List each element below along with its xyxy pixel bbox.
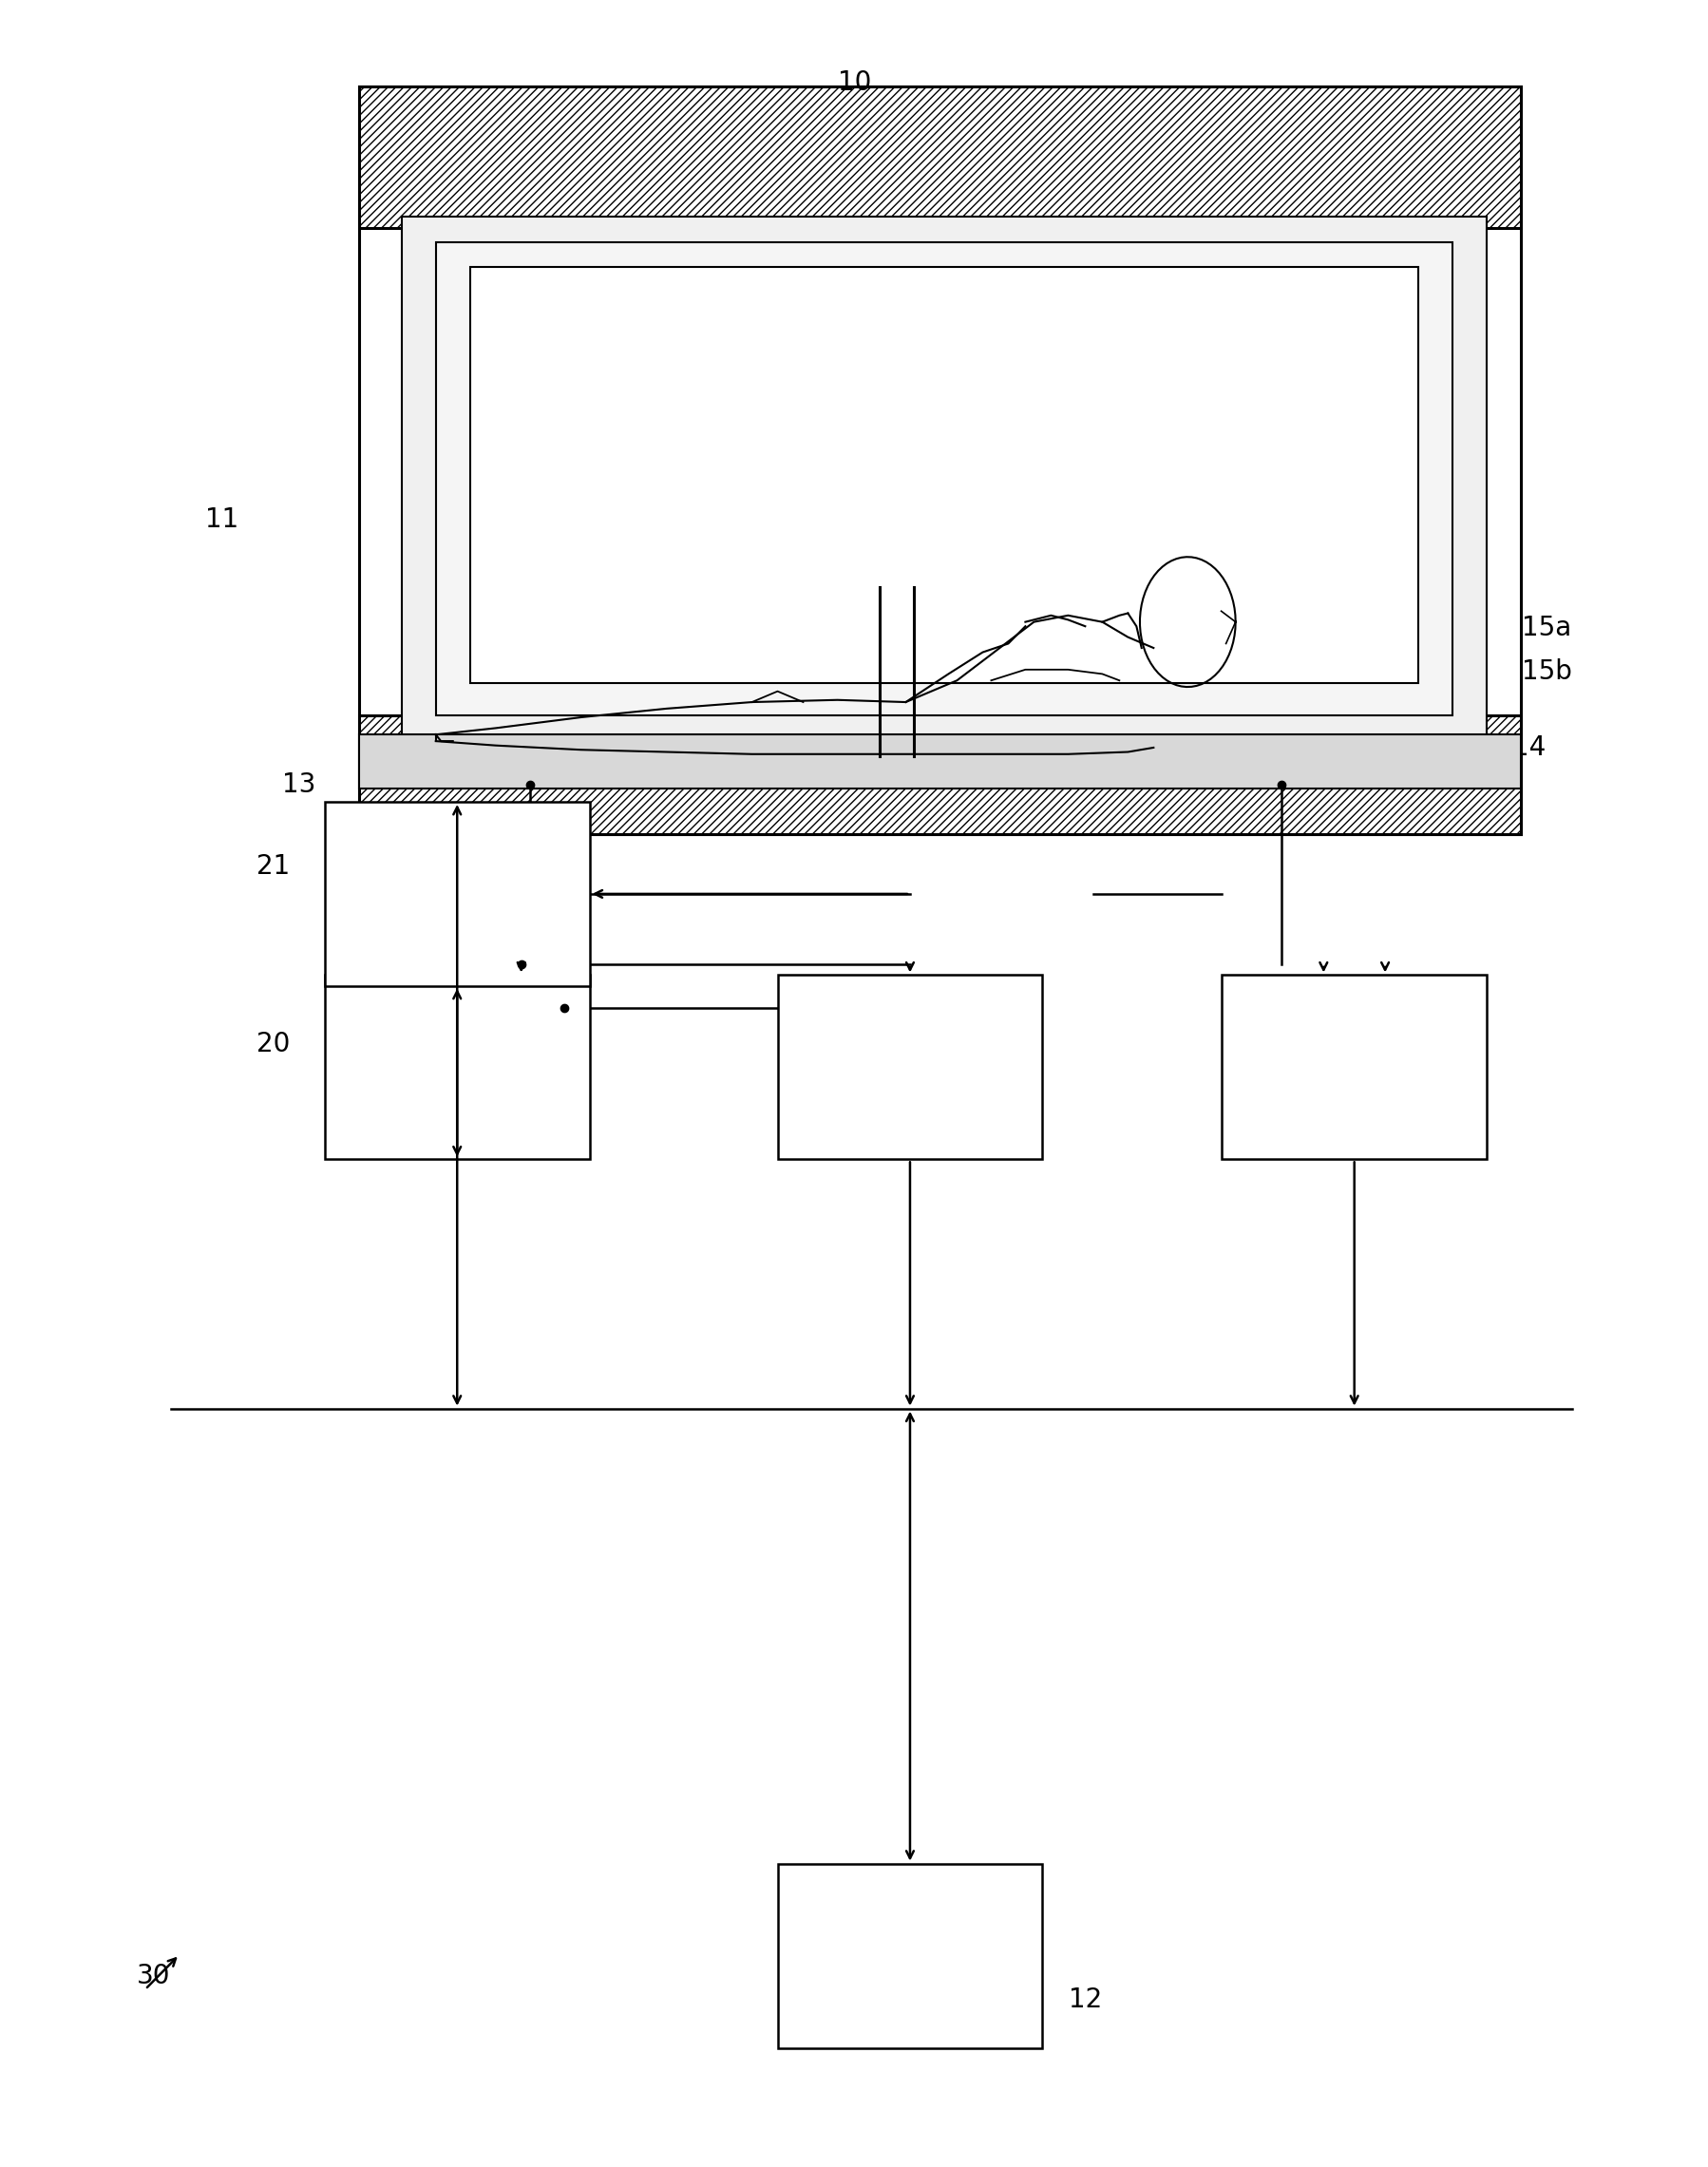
Text: 22: 22 [914, 1031, 948, 1057]
Text: 20: 20 [256, 1031, 290, 1057]
Text: 14: 14 [1512, 735, 1546, 761]
Text: 21: 21 [256, 854, 290, 880]
Bar [777, 1864, 1042, 2048]
Text: 13: 13 [282, 771, 316, 797]
Bar [359, 735, 1520, 789]
Bar [470, 267, 1418, 683]
Text: 10: 10 [837, 69, 871, 95]
Bar [401, 217, 1486, 748]
Text: 23: 23 [1341, 1031, 1375, 1057]
Text: 12: 12 [1068, 1987, 1102, 2013]
Bar [325, 802, 589, 986]
Bar [1221, 975, 1486, 1159]
Bar [325, 975, 589, 1159]
Bar [359, 87, 1520, 228]
Text: 52: 52 [820, 468, 854, 494]
Bar [359, 715, 1520, 834]
Text: 15a: 15a [1520, 615, 1571, 641]
Bar [436, 243, 1452, 715]
Text: 15b: 15b [1520, 659, 1571, 685]
Text: 11: 11 [205, 507, 239, 533]
Bar [777, 975, 1042, 1159]
Bar [359, 87, 1520, 834]
Text: 30: 30 [137, 1963, 171, 1989]
Text: 51: 51 [717, 468, 752, 494]
